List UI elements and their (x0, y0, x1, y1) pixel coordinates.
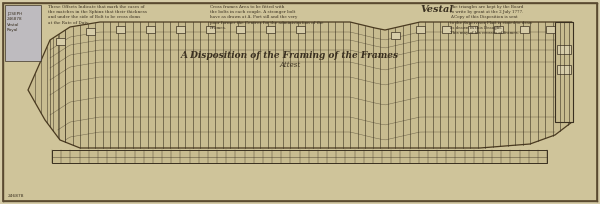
Bar (296, 26, 305, 33)
Text: JOSEPH
246878
Vestal
Royal: JOSEPH 246878 Vestal Royal (7, 12, 23, 32)
Bar (56, 38, 65, 44)
Bar (52, 150, 547, 163)
Bar (442, 26, 451, 33)
Bar (235, 26, 245, 33)
Text: 246878: 246878 (8, 194, 25, 198)
Bar (416, 26, 425, 33)
Polygon shape (28, 22, 572, 148)
Bar (555, 22, 573, 122)
Text: The triangles are kept by the Board
to write by grant at the 2 July 1777.
A Copy: The triangles are kept by the Board to w… (450, 5, 532, 35)
Bar (86, 28, 95, 35)
Bar (176, 26, 185, 33)
Bar (205, 26, 215, 33)
Text: A Disposition of the Framing of the Frames: A Disposition of the Framing of the Fram… (181, 51, 399, 60)
Text: Vestal: Vestal (420, 5, 453, 14)
Bar (391, 32, 400, 39)
Bar (557, 45, 571, 54)
Bar (494, 26, 503, 33)
Bar (520, 26, 529, 33)
Bar (557, 65, 571, 74)
FancyBboxPatch shape (3, 3, 597, 201)
Text: Cross frames Area to be fitted with
the bolts in each couple. A stronger bolt
ha: Cross frames Area to be fitted with the … (210, 5, 323, 30)
Bar (468, 26, 477, 33)
Text: Attest: Attest (280, 61, 301, 69)
FancyBboxPatch shape (5, 4, 41, 61)
Bar (146, 26, 155, 33)
Bar (115, 26, 125, 33)
Bar (545, 26, 554, 33)
Bar (265, 26, 275, 33)
Text: These Offsets Indicate that mark the cases of
the matches in the Sphinx that the: These Offsets Indicate that mark the cas… (48, 5, 147, 25)
